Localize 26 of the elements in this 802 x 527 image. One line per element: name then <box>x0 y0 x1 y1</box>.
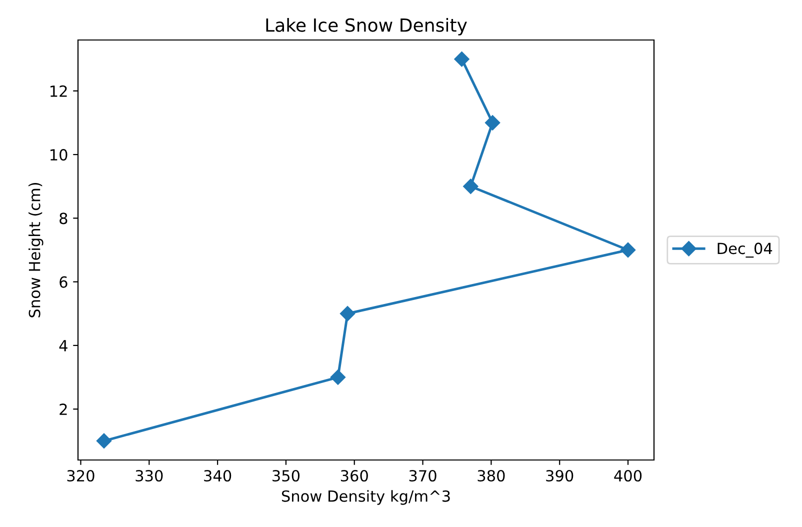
y-tick-label: 6 <box>60 276 68 288</box>
x-tick-label: 390 <box>546 470 574 482</box>
x-tick-label: 340 <box>204 470 232 482</box>
x-tick-label: 360 <box>340 470 368 482</box>
x-axis-title: Snow Density kg/m^3 <box>282 490 450 505</box>
point <box>340 306 356 322</box>
y-axis-title: Snow Height (cm) <box>28 182 44 318</box>
point <box>484 115 500 130</box>
x-tick-label: 350 <box>272 470 300 482</box>
x-tick-label: 370 <box>409 470 436 482</box>
point <box>620 242 636 258</box>
x-tick-label: 320 <box>67 470 94 482</box>
y-tick-label: 8 <box>60 212 68 224</box>
point <box>330 370 346 385</box>
point <box>454 52 470 67</box>
point <box>463 178 478 194</box>
point <box>96 433 112 448</box>
y-tick-label: 2 <box>60 404 67 415</box>
x-tick-label: 330 <box>136 470 163 482</box>
y-tick-label: 4 <box>59 340 68 352</box>
legend-label: Dec_04 <box>718 242 772 258</box>
x-tick-label: 400 <box>614 470 642 482</box>
x-tick-label: 380 <box>478 470 505 482</box>
chart-title: Lake Ice Snow Density <box>266 18 467 36</box>
y-tick-label: 10 <box>50 149 68 161</box>
y-tick-label: 12 <box>50 85 67 97</box>
